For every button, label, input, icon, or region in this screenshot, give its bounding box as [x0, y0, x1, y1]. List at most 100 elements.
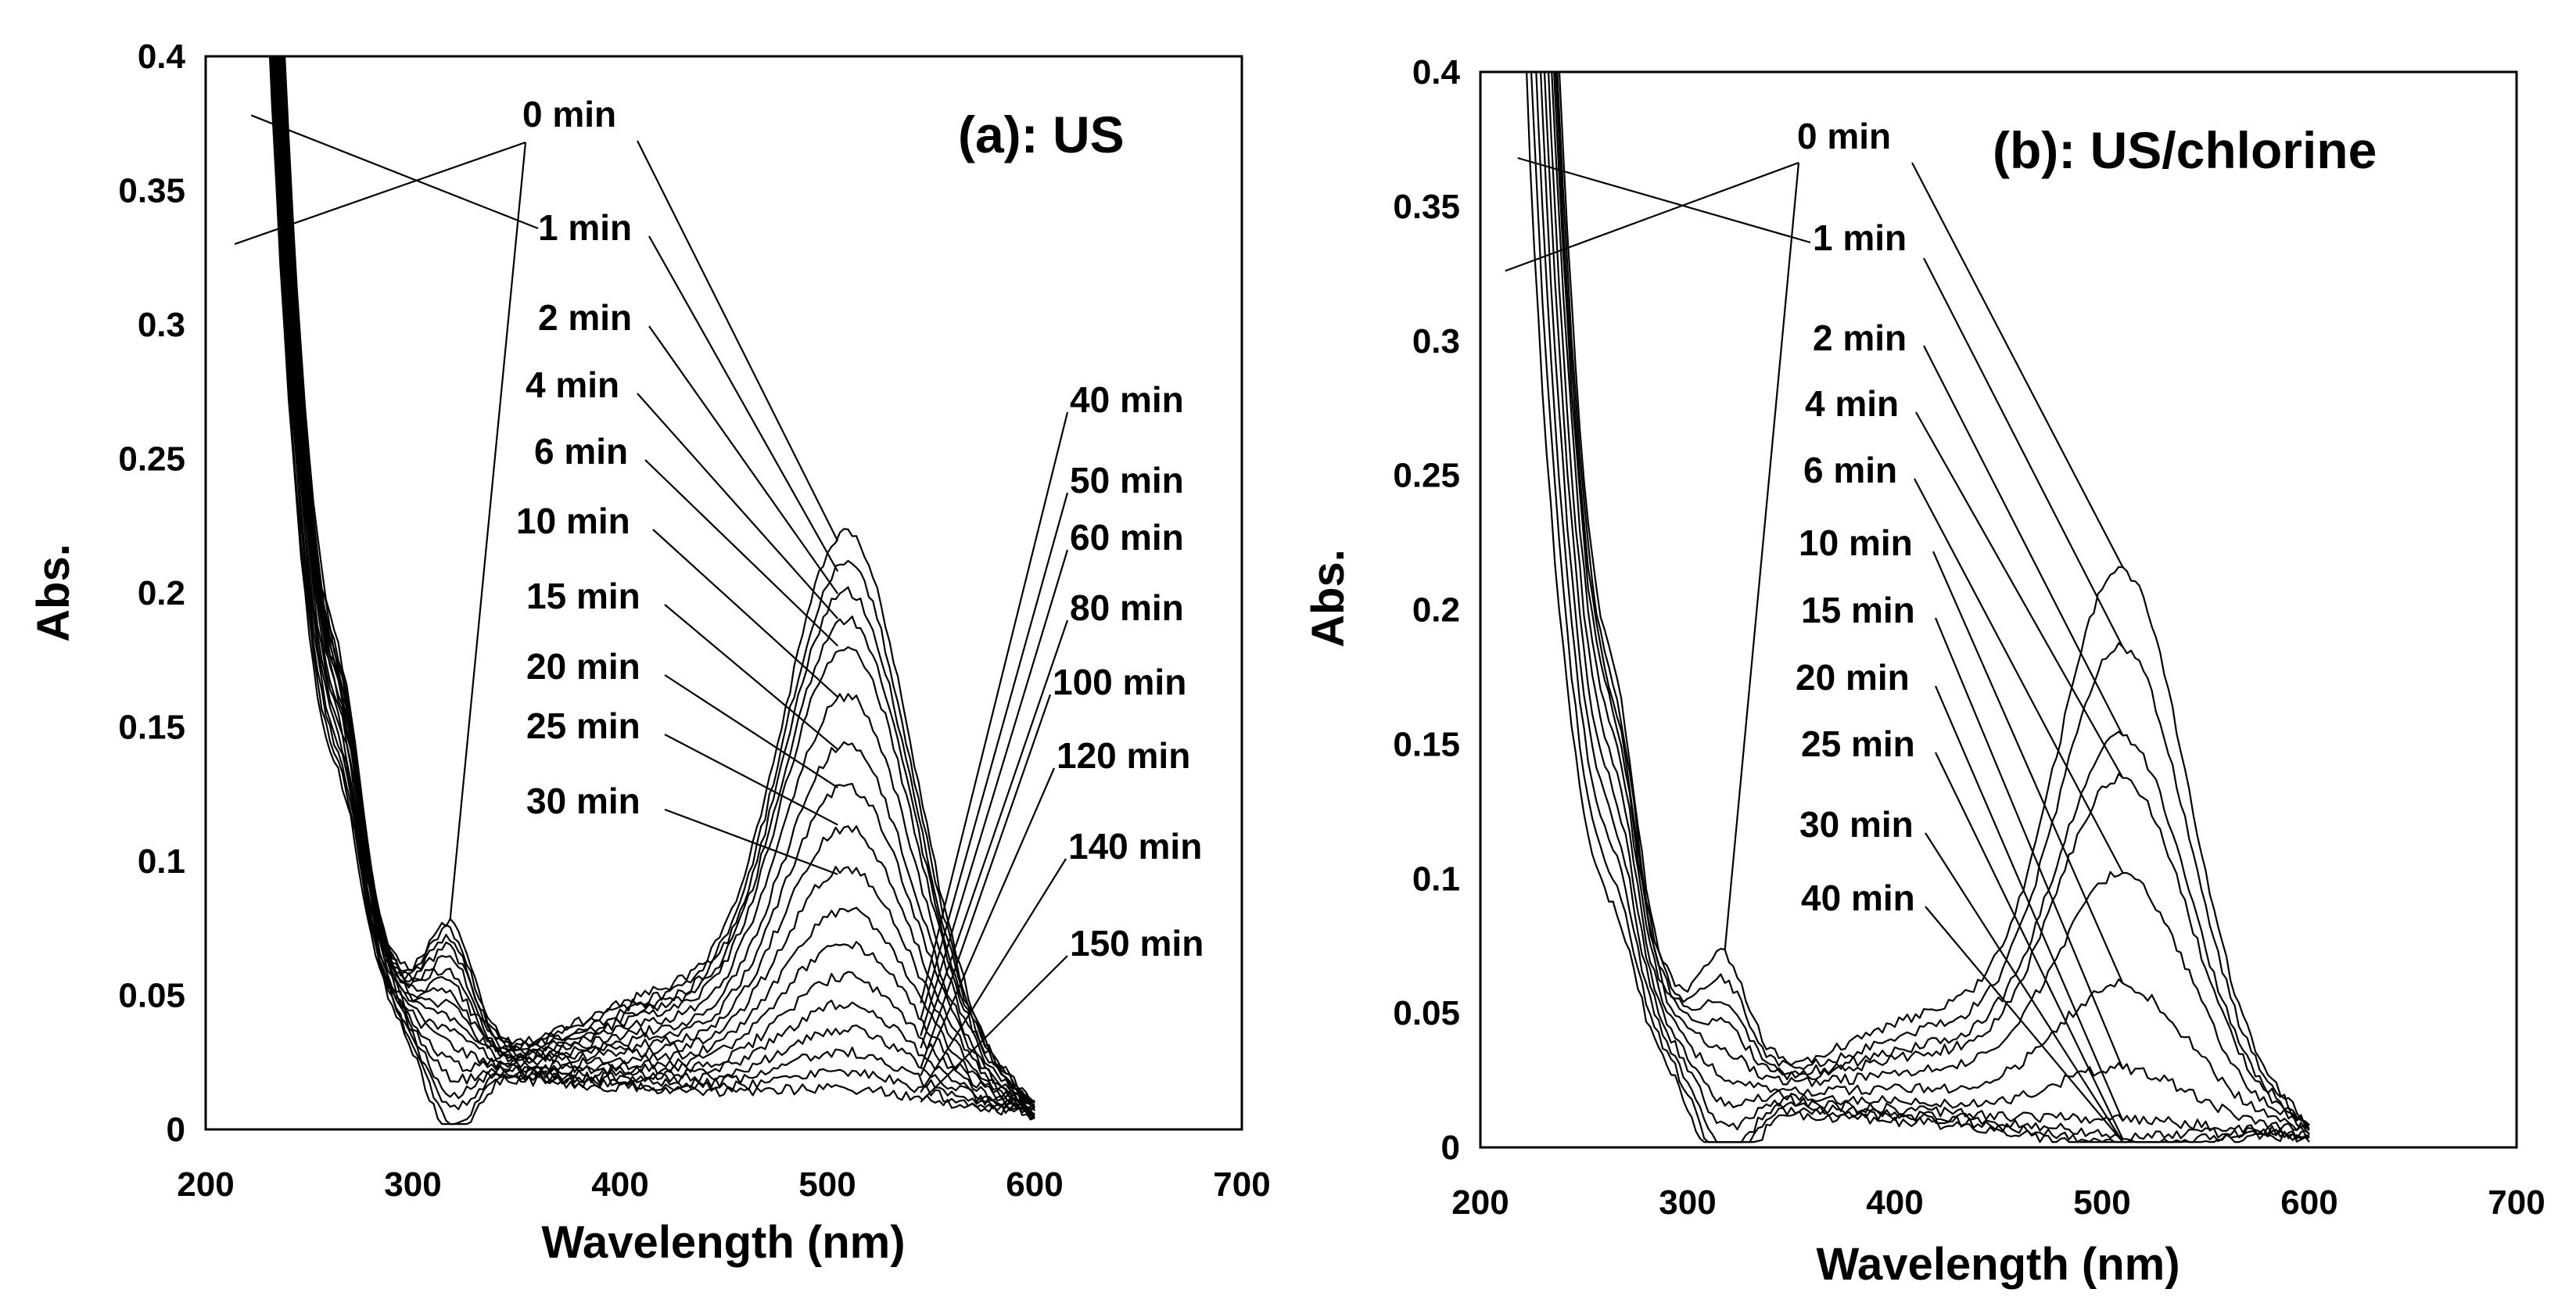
time-label: 4 min [1805, 383, 1899, 424]
leader-line [250, 114, 539, 230]
spectrum-line [274, 56, 1035, 1116]
spectrum-line [1543, 72, 2310, 1139]
leader-line [1925, 906, 2124, 1143]
time-label: 15 min [526, 576, 640, 616]
time-label: 15 min [1801, 590, 1915, 630]
panel-a-us: 0 0.05 0.1 0.15 0.2 0.25 0.3 0.35 0.4 200 300 400 5… [28, 38, 1271, 1268]
spectrum-line [282, 56, 1035, 1109]
leader-line [920, 955, 1068, 1103]
leader-line [920, 767, 1056, 1076]
leader-line [920, 858, 1067, 1093]
spectrum-line [278, 56, 1035, 1108]
leader-line [637, 393, 839, 619]
spectrum-line [279, 56, 1035, 1110]
time-label: 25 min [1801, 723, 1915, 764]
leader-line [920, 549, 1069, 1036]
time-label: 4 min [526, 364, 619, 405]
spectrum-line [1535, 72, 2310, 1143]
time-label: 1 min [538, 207, 632, 248]
y-tick-label: 0 [1441, 1129, 1460, 1167]
spectra-group [1526, 72, 2310, 1143]
time-label: 6 min [534, 431, 628, 472]
time-label: 25 min [526, 705, 640, 746]
time-labels: 0 min 1 min 2 min 4 min 6 min 10 min 15 min 20 … [516, 94, 1204, 964]
time-label: 6 min [1803, 450, 1897, 490]
time-label: 20 min [526, 646, 640, 687]
leader-line [1925, 832, 2124, 1143]
leader-line [1914, 478, 2124, 874]
time-label: 20 min [1796, 657, 1910, 698]
spectrum-line [268, 56, 1035, 1126]
leader-line [664, 604, 838, 751]
leader-line [664, 734, 838, 826]
x-tick-labels: 200 300 400 500 600 700 [1451, 1183, 2545, 1222]
spectrum-line [270, 56, 1035, 1126]
spectrum-line [1540, 72, 2310, 1140]
spectrum-line [278, 56, 1035, 1112]
leader-line [664, 808, 838, 875]
time-label: 10 min [516, 501, 630, 541]
spectrum-line [272, 56, 1035, 1119]
leader-line [920, 492, 1069, 1020]
y-tick-label: 0.1 [1412, 860, 1460, 898]
y-tick-label: 0 [167, 1111, 185, 1149]
spectrum-line [1555, 72, 2310, 1132]
x-tick-label: 200 [177, 1165, 234, 1204]
plot-frame [1479, 70, 2518, 1149]
x-tick-label: 700 [1213, 1165, 1270, 1204]
leader-line [1517, 156, 1811, 244]
leader-line [920, 619, 1069, 1049]
leader-line [1934, 617, 2124, 1070]
time-label: 40 min [1801, 878, 1915, 918]
spectrum-line [1558, 72, 2310, 1127]
time-label: 120 min [1057, 735, 1190, 776]
spectrum-line [281, 56, 1035, 1103]
panel-title: (a): US [958, 106, 1125, 163]
spectrum-line [282, 56, 1035, 1106]
spectrum-line [280, 56, 1035, 1106]
spectra-group [268, 56, 1035, 1126]
leader-line [1505, 161, 1799, 272]
leader-line [1935, 752, 2124, 1140]
time-label: 0 min [1797, 116, 1891, 156]
y-tick-label: 0.1 [138, 842, 185, 881]
leader-line [920, 694, 1052, 1069]
time-label: 150 min [1070, 923, 1204, 964]
y-tick-label: 0.05 [118, 977, 185, 1015]
time-labels: 0 min 1 min 2 min 4 min 6 min 10 min 15 min 20 … [1796, 116, 1915, 918]
leader-line [652, 529, 838, 698]
leader-line [449, 142, 527, 919]
x-tick-label: 400 [591, 1165, 648, 1204]
leader-lines [234, 114, 1069, 1103]
time-label: 100 min [1053, 662, 1186, 702]
y-tick-label: 0.4 [138, 38, 186, 76]
leader-line [1923, 345, 2124, 736]
y-tick-label: 0.4 [1412, 53, 1461, 92]
time-label: 10 min [1799, 522, 1913, 563]
y-tick-label: 0.15 [1393, 725, 1460, 763]
x-axis-title: Wavelength (nm) [541, 1217, 905, 1268]
x-tick-label: 500 [2073, 1183, 2130, 1222]
y-tick-label: 0.25 [118, 440, 185, 479]
spectrum-line [1551, 72, 2310, 1128]
time-label: 2 min [1813, 318, 1907, 358]
y-tick-label: 0.15 [118, 709, 185, 747]
leader-line [1934, 685, 2124, 1122]
spectrum-line [284, 56, 1035, 1103]
y-tick-label: 0.05 [1393, 994, 1460, 1032]
time-label: 140 min [1068, 826, 1202, 867]
y-tick-label: 0.3 [1412, 322, 1460, 361]
y-tick-label: 0.35 [1393, 188, 1460, 226]
spectrum-line [282, 56, 1035, 1111]
leader-line [234, 141, 526, 246]
spectrum-line [1553, 72, 2310, 1129]
time-label: 30 min [1799, 804, 1914, 845]
time-label: 60 min [1070, 517, 1184, 558]
leader-line [1932, 551, 2124, 984]
time-label: 40 min [1070, 379, 1184, 420]
y-tick-label: 0.35 [118, 172, 185, 210]
leader-line [648, 325, 839, 594]
spectrum-line [1556, 72, 2310, 1126]
leader-line [1915, 411, 2124, 779]
time-label: 30 min [526, 781, 640, 821]
